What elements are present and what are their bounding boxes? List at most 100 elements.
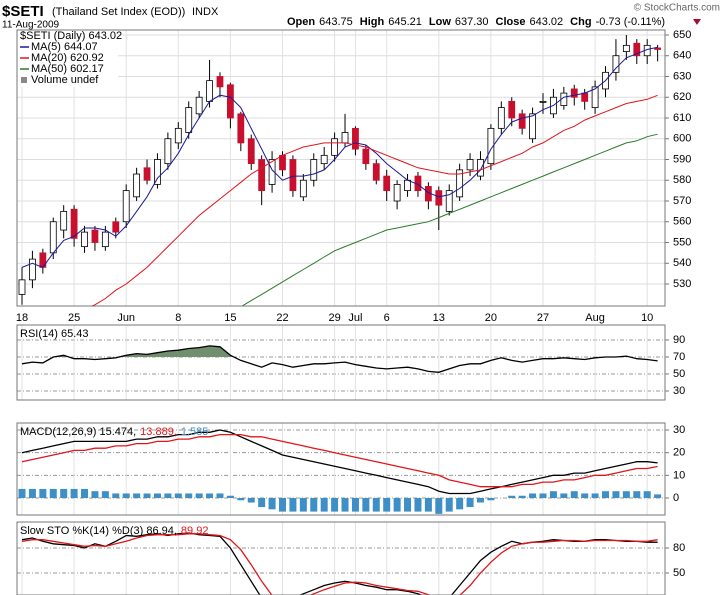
histogram-bar — [581, 493, 589, 499]
y-tick-label: 570 — [673, 195, 691, 207]
histogram-bar — [153, 493, 161, 499]
histogram-bar — [383, 498, 391, 512]
histogram-bar — [643, 491, 651, 499]
histogram-bar — [81, 488, 89, 499]
y-tick-label: 650 — [673, 29, 691, 41]
histogram-bar — [466, 498, 474, 508]
y-tick-label: 620 — [673, 91, 691, 103]
panel-frame — [16, 29, 666, 307]
candle-body — [81, 231, 88, 248]
legend-swatch — [21, 77, 27, 83]
candle-body — [622, 44, 630, 52]
panel-title-part: 89.92 — [181, 525, 209, 537]
panel-title: MACD(12,26,9) 15.474, 13.889, 1.585 — [20, 426, 208, 438]
candle-body — [393, 183, 401, 202]
candle-body — [591, 86, 599, 109]
legend-entry: MA(50) 602.17 — [31, 63, 104, 75]
histogram-bar — [91, 491, 99, 499]
candle-body — [581, 92, 589, 102]
y-tick-label: 560 — [673, 216, 691, 228]
quote-value: -0.73 (-0.11%) — [596, 16, 666, 28]
histogram-bar — [185, 493, 193, 499]
histogram-bar — [602, 491, 610, 499]
panel-title-part: 13.889, — [140, 426, 177, 438]
panel — [17, 522, 665, 595]
histogram-bar — [445, 498, 453, 512]
histogram-bar — [508, 495, 516, 499]
panel-title-part: MACD(12,26,9) 15.474, — [20, 426, 136, 438]
histogram-bar — [133, 493, 141, 499]
quote-value: 643.75 — [319, 16, 353, 28]
candle-body — [477, 159, 484, 177]
candle-body — [435, 190, 443, 206]
panel-title-part: 1.585 — [181, 426, 209, 438]
legend-entry: MA(20) 620.92 — [31, 52, 104, 64]
legend-entry: MA(5) 644.07 — [31, 41, 98, 53]
indicator-line — [21, 532, 658, 595]
y-tick-label: 90 — [673, 334, 685, 346]
candle-body — [29, 258, 36, 281]
histogram-bar — [289, 498, 297, 512]
x-tick-label: 27 — [537, 312, 549, 324]
candle-body — [654, 47, 662, 50]
y-tick-label: 50 — [673, 567, 685, 579]
candle-body — [570, 88, 578, 98]
candle-body — [508, 100, 516, 119]
exchange: INDX — [192, 6, 219, 18]
indicator-line — [21, 433, 658, 488]
histogram-bar — [341, 498, 349, 512]
indicator-line — [21, 533, 658, 595]
candle-body — [456, 169, 464, 198]
histogram-bar — [372, 498, 380, 512]
y-tick-label: 540 — [673, 257, 691, 269]
histogram-bar — [60, 488, 68, 499]
histogram-bar — [112, 493, 120, 499]
quote-value: 637.30 — [455, 16, 489, 28]
histogram-bar — [226, 495, 234, 499]
x-tick-label: 18 — [16, 312, 28, 324]
x-tick-label: 10 — [641, 312, 653, 324]
histogram-bar — [622, 491, 630, 499]
candle-body — [529, 113, 536, 140]
panel — [17, 30, 665, 306]
overbought-area — [53, 345, 630, 357]
candle-body — [122, 190, 130, 223]
histogram-bar — [258, 498, 266, 508]
y-tick-label: 530 — [673, 278, 691, 290]
histogram-bar — [101, 491, 109, 499]
candle-body — [466, 159, 474, 171]
histogram-bar — [487, 498, 495, 501]
legend-box — [18, 31, 118, 87]
panel-frame — [16, 521, 666, 595]
panel-title-part: RSI(14) 65.43 — [20, 328, 88, 340]
quote-label: High — [360, 16, 385, 28]
histogram-bar — [654, 494, 662, 499]
candle-body — [226, 84, 234, 119]
x-tick-label: 8 — [175, 312, 181, 324]
quote-value: 645.21 — [388, 16, 422, 28]
y-tick-label: 590 — [673, 153, 691, 165]
histogram-bar — [39, 488, 47, 499]
y-tick-label: 580 — [673, 174, 691, 186]
x-tick-label: 29 — [328, 312, 340, 324]
candle-body — [237, 113, 245, 144]
y-tick-label: 80 — [673, 542, 685, 554]
y-tick-label: 30 — [673, 424, 685, 436]
candle-body — [612, 55, 620, 73]
candle-body — [133, 173, 141, 198]
candle-body — [258, 159, 266, 192]
y-tick-label: 600 — [673, 133, 691, 145]
histogram-bar — [195, 493, 203, 499]
x-tick-label: 20 — [485, 312, 497, 324]
quote-label: Open — [287, 16, 315, 28]
x-tick-label: 13 — [433, 312, 445, 324]
histogram-bar — [549, 491, 557, 499]
histogram-bar — [529, 493, 537, 499]
x-tick-label: 22 — [276, 312, 288, 324]
candle-body — [404, 179, 411, 192]
down-arrow — [693, 19, 701, 25]
histogram-bar — [591, 493, 599, 499]
candle-body — [289, 159, 297, 192]
candle-body — [362, 148, 370, 165]
histogram-bar — [414, 498, 422, 512]
